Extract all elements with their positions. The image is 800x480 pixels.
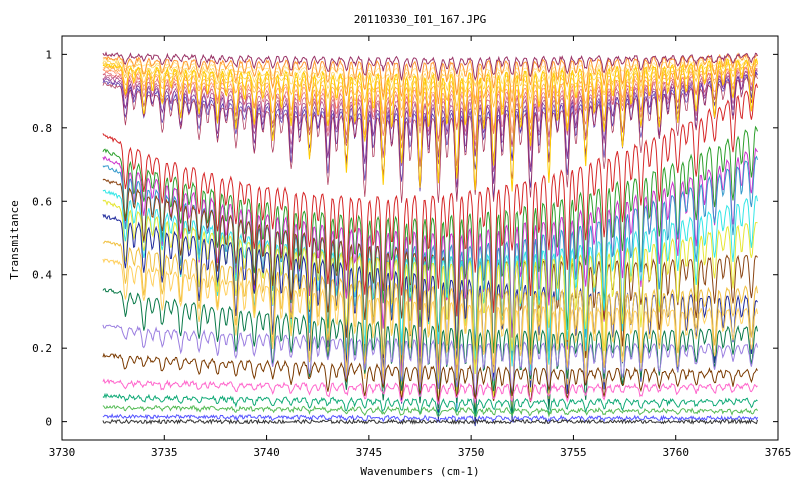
x-axis: 3730 3735 3740 3745 3750 3755 3760 3765 — [49, 36, 792, 459]
y-axis-label: Transmitance — [8, 200, 21, 279]
bundle-series-line — [102, 57, 758, 96]
series-line — [102, 52, 758, 105]
series-line — [102, 125, 758, 370]
x-tick-label: 3755 — [560, 446, 587, 459]
x-tick-label: 3740 — [253, 446, 280, 459]
series-line — [102, 82, 758, 317]
series-line — [102, 418, 758, 425]
y-tick-label: 0.2 — [32, 342, 52, 355]
series-line — [102, 324, 758, 396]
series-line — [102, 240, 758, 416]
bundle-series-line — [102, 73, 758, 203]
series-line — [102, 413, 758, 424]
y-tick-label: 0.4 — [32, 269, 52, 282]
series-line — [102, 58, 758, 192]
y-tick-label: 0 — [45, 416, 52, 429]
series-line — [102, 392, 758, 418]
series-line — [102, 51, 758, 82]
series-line — [102, 213, 758, 427]
x-tick-label: 3735 — [151, 446, 178, 459]
series-line — [102, 258, 758, 415]
x-axis-label: Wavenumbers (cm-1) — [360, 465, 479, 478]
series-line — [102, 404, 758, 418]
y-tick-label: 0.8 — [32, 122, 52, 135]
series-line — [102, 352, 758, 403]
series-line — [102, 378, 758, 406]
series-line — [102, 199, 758, 401]
plot-frame — [61, 35, 779, 441]
x-tick-label: 3760 — [662, 446, 689, 459]
x-tick-label: 3730 — [49, 446, 76, 459]
series-line — [102, 288, 758, 416]
x-tick-label: 3745 — [356, 446, 383, 459]
bundle-series-line — [102, 61, 758, 118]
series-layer — [102, 51, 758, 427]
x-tick-label: 3765 — [765, 446, 792, 459]
x-tick-label: 3750 — [458, 446, 485, 459]
y-tick-label: 1 — [45, 48, 52, 61]
bundle-series-line — [102, 70, 758, 188]
chart-title: 20110330_I01_167.JPG — [354, 13, 486, 26]
y-tick-label: 0.6 — [32, 195, 52, 208]
y-axis: 0 0.2 0.4 0.6 0.8 1 — [32, 48, 778, 429]
